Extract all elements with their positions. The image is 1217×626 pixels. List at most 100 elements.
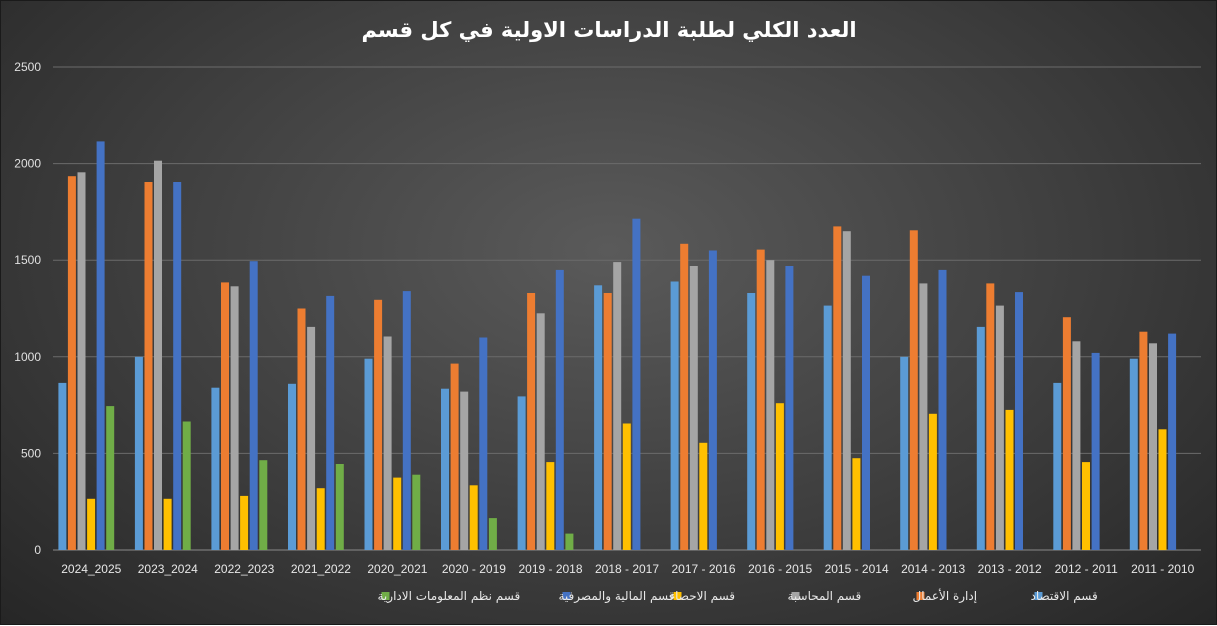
bar	[240, 495, 249, 550]
bar	[708, 250, 717, 550]
bar	[833, 226, 842, 550]
bar	[670, 281, 679, 550]
bar	[374, 299, 383, 550]
bar	[96, 141, 105, 550]
legend-label: قسم الاقتصاد	[1031, 589, 1098, 603]
bar	[469, 485, 478, 550]
x-category-label: 2022_2023	[214, 562, 274, 576]
x-category-label: 2020 - 2019	[442, 562, 506, 576]
bar	[1053, 382, 1062, 550]
bar	[402, 291, 411, 550]
bar	[154, 160, 162, 550]
bar	[211, 387, 220, 550]
x-category-label: 2020_2021	[367, 562, 427, 576]
bar	[1082, 462, 1090, 550]
bar	[288, 383, 296, 550]
bar	[87, 498, 96, 550]
bar	[536, 313, 545, 550]
bar	[603, 293, 612, 550]
bar	[383, 336, 392, 550]
bar	[259, 460, 268, 550]
bar	[221, 282, 229, 550]
bar	[1005, 409, 1014, 550]
bar	[441, 388, 449, 550]
bar	[364, 358, 373, 550]
bar	[1091, 352, 1100, 550]
bar	[546, 462, 555, 550]
bar	[766, 260, 775, 550]
bar	[517, 396, 526, 550]
bar	[689, 266, 698, 550]
x-category-label: 2016 - 2015	[748, 562, 812, 576]
x-category-label: 2024_2025	[61, 562, 121, 576]
bar	[316, 488, 325, 550]
x-category-label: 2015 - 2014	[825, 562, 889, 576]
x-category-label: 2014 - 2013	[901, 562, 965, 576]
bar	[144, 182, 153, 550]
bar	[852, 458, 861, 550]
bar	[823, 305, 832, 550]
bars	[58, 141, 1177, 551]
y-tick-label: 1500	[14, 253, 41, 267]
bar	[393, 477, 402, 550]
legend-label: قسم نظم المعلومات الادارية	[378, 589, 521, 604]
bar	[747, 293, 756, 550]
bar	[335, 464, 344, 550]
bar	[1158, 429, 1167, 551]
bar	[976, 326, 985, 550]
legend-swatch	[673, 592, 682, 600]
x-category-label: 2018 - 2017	[595, 562, 659, 576]
legend-label: إدارة الأعمال	[913, 588, 978, 604]
bar	[555, 269, 564, 550]
bar	[450, 363, 459, 550]
y-tick-label: 2000	[14, 157, 41, 171]
bar	[909, 230, 918, 551]
y-tick-label: 0	[34, 543, 41, 557]
legend-label: قسم المالية والمصرفية	[559, 589, 675, 604]
bar	[842, 231, 851, 550]
legend-label: قسم الاحصاء	[670, 589, 736, 603]
bar	[756, 249, 765, 550]
bar	[307, 326, 316, 550]
bar	[699, 442, 708, 550]
bar	[594, 285, 603, 550]
x-category-label: 2021_2022	[291, 562, 351, 576]
legend-swatch	[1034, 592, 1043, 600]
bar	[249, 261, 258, 550]
y-axis-ticks: 0 500 1000 1500 2000 2500	[14, 60, 41, 557]
bar	[106, 406, 115, 550]
x-category-label: 2013 - 2012	[978, 562, 1042, 576]
chart-title: العدد الكلي لطلبة الدراسات الاولية في كل…	[361, 18, 856, 42]
bar	[163, 498, 172, 550]
bar	[58, 382, 67, 550]
bar	[412, 474, 421, 550]
bar	[565, 533, 574, 550]
bar	[1149, 343, 1157, 550]
legend-label: قسم المحاسبة	[788, 589, 862, 603]
x-category-label: 2012 - 2011	[1055, 562, 1118, 576]
x-category-label: 2023_2024	[138, 562, 198, 576]
x-category-label: 2011 - 2010	[1131, 562, 1194, 576]
bar	[938, 269, 947, 550]
bar	[900, 356, 909, 550]
bar	[479, 337, 488, 550]
bar	[527, 293, 536, 550]
y-tick-label: 1000	[14, 350, 41, 364]
bar	[632, 218, 641, 550]
bar	[1168, 333, 1177, 550]
bar	[1129, 358, 1138, 550]
x-category-label: 2017 - 2016	[671, 562, 735, 576]
legend-swatch	[916, 592, 925, 600]
legend-swatch	[791, 592, 800, 600]
bar	[182, 421, 191, 550]
bar	[775, 403, 784, 550]
bar	[862, 275, 870, 550]
bar	[919, 283, 928, 550]
x-axis-categories: 2024_2025 2023_2024 2022_2023 2021_2022 2020…	[61, 562, 1194, 576]
bar	[67, 176, 76, 550]
bar	[77, 172, 86, 551]
bar	[488, 518, 497, 550]
bar	[173, 182, 182, 550]
